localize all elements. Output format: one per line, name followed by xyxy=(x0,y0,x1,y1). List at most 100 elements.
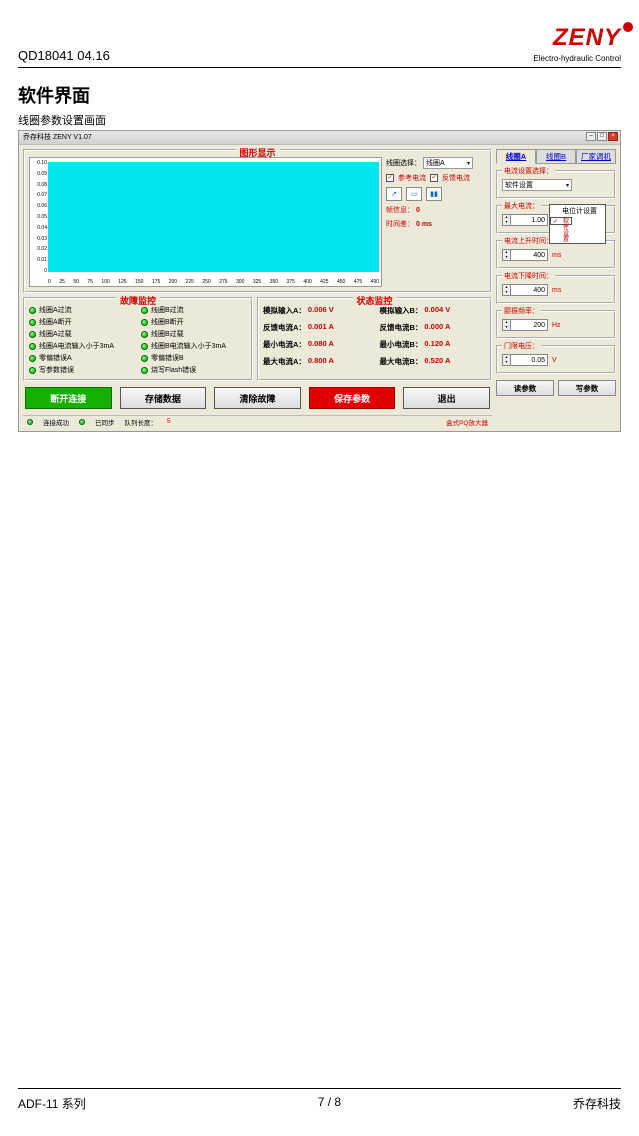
clear-fault-button[interactable]: 清除故障 xyxy=(214,387,301,409)
y-tick: 0.07 xyxy=(30,192,47,198)
freq-input[interactable]: ▴▾200 xyxy=(502,319,548,331)
fault-label: 零偏错误B xyxy=(151,353,184,363)
status-synced: 已同步 xyxy=(95,417,115,427)
page-title: 软件界面 xyxy=(18,82,621,108)
fb-current-checkbox[interactable]: ✓ xyxy=(430,174,438,182)
fb-current-label: 反馈电流 xyxy=(442,173,470,183)
zoom-box-icon[interactable]: ▭ xyxy=(406,187,422,201)
doc-header: QD18041 04.16 ZENY Electro-hydraulic Con… xyxy=(18,24,621,63)
x-tick: 225 xyxy=(186,279,194,285)
x-tick: 425 xyxy=(320,279,328,285)
y-tick: 0.10 xyxy=(30,160,47,166)
fault-label: 线圈B过载 xyxy=(151,329,184,339)
x-tick: 375 xyxy=(287,279,295,285)
fault-title: 故障监控 xyxy=(116,294,160,307)
side-tabs: 线圈A 线圈B 厂家调机 xyxy=(496,149,616,164)
y-tick: 0 xyxy=(30,268,47,274)
x-tick: 75 xyxy=(87,279,93,285)
fall-time-label: 电流下降时间： xyxy=(502,271,555,281)
threshold-group: 门限电压： ▴▾0.05 V xyxy=(496,345,616,374)
coil-select[interactable]: 线圈A xyxy=(423,157,473,169)
state-item: 最大电流B：0.520 A xyxy=(380,356,487,367)
pause-icon[interactable]: ▮▮ xyxy=(426,187,442,201)
fault-item: 线圈B断开 xyxy=(141,317,247,327)
state-label: 最小电流B： xyxy=(380,339,423,350)
state-label: 最大电流B： xyxy=(380,356,423,367)
threshold-input[interactable]: ▴▾0.05 xyxy=(502,354,548,366)
x-tick: 0 xyxy=(48,279,51,285)
dropdown-option-selected[interactable]: 软件设置 xyxy=(550,217,572,225)
exit-button[interactable]: 退出 xyxy=(403,387,490,409)
fault-led-icon xyxy=(29,355,36,362)
max-current-label: 最大电流： xyxy=(502,201,541,211)
fault-item: 线圈A断开 xyxy=(29,317,135,327)
tab-coil-b[interactable]: 线圈B xyxy=(536,149,576,164)
fault-label: 线圈B电流输入小于3mA xyxy=(151,341,226,351)
fault-label: 零偏错误A xyxy=(39,353,72,363)
state-value: 0.800 A xyxy=(308,356,334,367)
footer-series: ADF-11 系列 xyxy=(18,1095,86,1112)
sync-led-icon xyxy=(79,419,85,425)
x-tick: 50 xyxy=(73,279,79,285)
x-tick: 250 xyxy=(202,279,210,285)
close-icon[interactable]: × xyxy=(608,132,618,141)
fault-led-icon xyxy=(29,331,36,338)
save-data-button[interactable]: 存储数据 xyxy=(120,387,207,409)
maximize-icon[interactable]: □ xyxy=(597,132,607,141)
tab-coil-a[interactable]: 线圈A xyxy=(496,149,536,164)
state-group: 状态监控 模拟输入A：0.006 V模拟输入B：0.004 V反馈电流A：0.0… xyxy=(257,297,492,381)
ref-current-checkbox[interactable]: ✓ xyxy=(386,174,394,182)
brand-logo: ZENY xyxy=(553,24,621,52)
dropdown-option[interactable]: 电位计设置 xyxy=(550,205,605,217)
fault-label: 线圈A电流输入小于3mA xyxy=(39,341,114,351)
x-tick: 100 xyxy=(101,279,109,285)
save-param-button[interactable]: 保存参数 xyxy=(309,387,396,409)
state-item: 最小电流B：0.120 A xyxy=(380,339,487,350)
write-param-button[interactable]: 写参数 xyxy=(558,380,616,396)
fault-label: 烧写Flash错误 xyxy=(151,365,196,375)
button-row: 断开连接 存储数据 清除故障 保存参数 退出 xyxy=(23,385,492,411)
app-titlebar: 乔存科技 ZENY V1.07 – □ × xyxy=(19,131,620,145)
threshold-label: 门限电压： xyxy=(502,341,541,351)
minimize-icon[interactable]: – xyxy=(586,132,596,141)
fault-led-icon xyxy=(141,319,148,326)
y-tick: 0.09 xyxy=(30,171,47,177)
x-tick: 275 xyxy=(219,279,227,285)
x-tick: 150 xyxy=(135,279,143,285)
fault-item: 线圈B过载 xyxy=(141,329,247,339)
chart-y-axis: 0.100.090.080.070.060.050.040.030.020.01… xyxy=(30,158,48,286)
status-connected: 连接成功 xyxy=(43,417,69,427)
footer-page: 7 / 8 xyxy=(318,1095,341,1112)
brand-block: ZENY Electro-hydraulic Control xyxy=(533,24,621,63)
app-title: 乔存科技 ZENY V1.07 xyxy=(23,134,92,141)
y-tick: 0.06 xyxy=(30,203,47,209)
read-param-button[interactable]: 读参数 xyxy=(496,380,554,396)
chart-plot: 0.100.090.080.070.060.050.040.030.020.01… xyxy=(29,157,382,287)
zoom-in-icon[interactable]: ↗ xyxy=(386,187,402,201)
dropdown-popup: 电位计设置 软件设置 xyxy=(549,204,606,244)
state-label: 模拟输入A： xyxy=(263,305,306,316)
fault-label: 线圈A断开 xyxy=(39,317,72,327)
chart-canvas xyxy=(48,162,379,272)
fault-label: 线圈A过载 xyxy=(39,329,72,339)
fault-group: 故障监控 线圈A过流线圈B过流线圈A断开线圈B断开线圈A过载线圈B过载线圈A电流… xyxy=(23,297,253,381)
rise-time-label: 电流上升时间： xyxy=(502,236,555,246)
y-tick: 0.03 xyxy=(30,236,47,242)
status-bar: 连接成功 已同步 队列长度： 5 盒式PQ放大器 xyxy=(23,415,492,427)
current-set-group: 电流设置选择： 软件设置 电位计设置 软件设置 xyxy=(496,170,616,199)
x-tick: 475 xyxy=(354,279,362,285)
fault-led-icon xyxy=(141,367,148,374)
tab-factory[interactable]: 厂家调机 xyxy=(576,149,616,164)
state-item: 反馈电流A：0.001 A xyxy=(263,322,370,333)
chart-x-axis: 0255075100125150175200225250275300325350… xyxy=(48,279,379,285)
fall-time-input[interactable]: ▴▾400 xyxy=(502,284,548,296)
fault-led-icon xyxy=(29,343,36,350)
max-current-input[interactable]: ▴▾1.00 xyxy=(502,214,548,226)
rise-time-input[interactable]: ▴▾400 xyxy=(502,249,548,261)
x-tick: 325 xyxy=(253,279,261,285)
disconnect-button[interactable]: 断开连接 xyxy=(25,387,112,409)
fault-label: 写参数错误 xyxy=(39,365,74,375)
current-set-select[interactable]: 软件设置 xyxy=(502,179,572,191)
fault-label: 线圈B断开 xyxy=(151,317,184,327)
current-set-label: 电流设置选择： xyxy=(502,166,555,176)
